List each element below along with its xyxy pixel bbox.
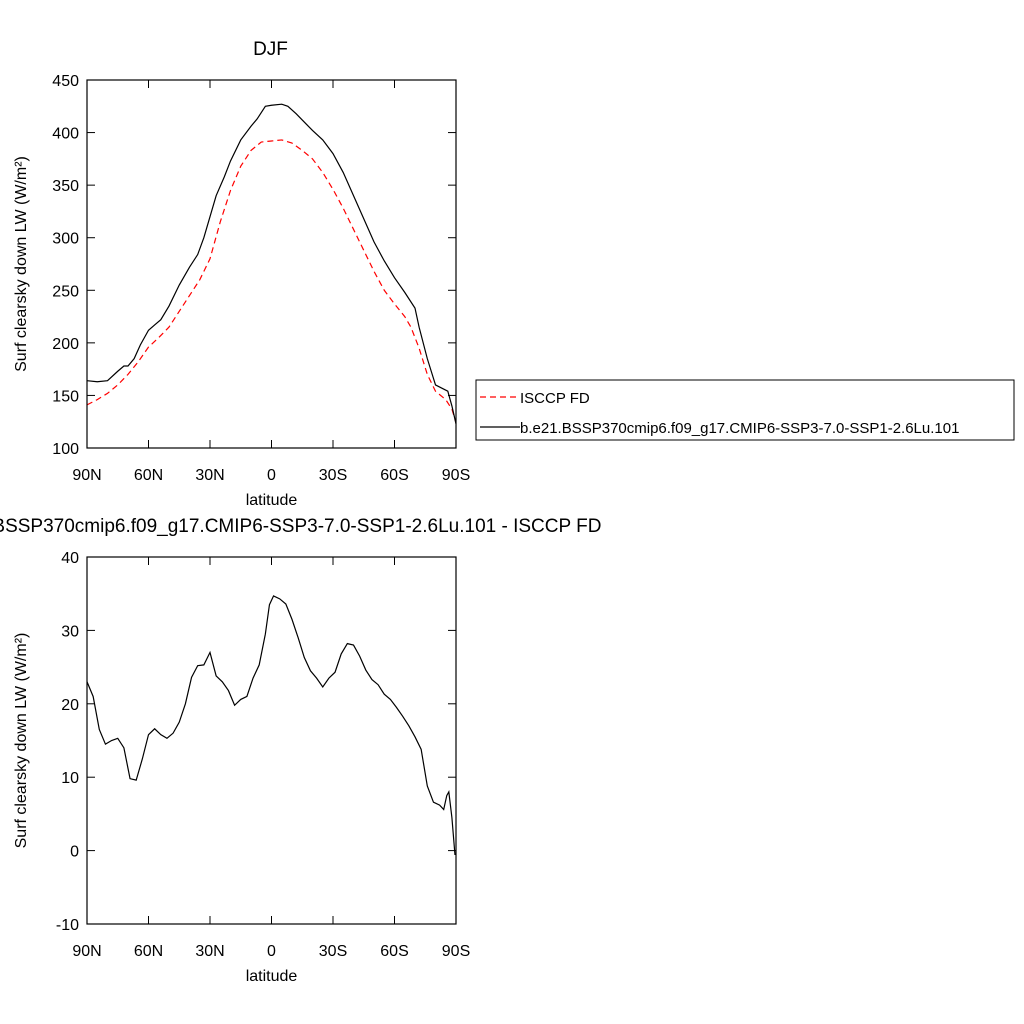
y-tick-label: 300 — [52, 231, 79, 248]
x-tick-label: 90N — [72, 467, 101, 484]
x-tick-label: 90N — [72, 943, 101, 960]
y-tick-label: 150 — [52, 388, 79, 405]
plot-frame — [86, 556, 457, 925]
y-tick-label: -10 — [56, 917, 79, 934]
chart-title: b.e21.BSSP370cmip6.f09_g17.CMIP6-SSP3-7.… — [0, 516, 601, 537]
x-tick-label: 30N — [195, 467, 224, 484]
x-tick-label: 60N — [134, 943, 163, 960]
y-tick-label: 350 — [52, 178, 79, 195]
data-line — [86, 139, 457, 423]
y-tick-label: 250 — [52, 283, 79, 300]
plot-frame — [86, 79, 457, 449]
x-tick-label: 0 — [267, 943, 276, 960]
data-line — [86, 595, 456, 856]
x-tick-label: 30S — [319, 467, 347, 484]
y-tick-label: 40 — [61, 550, 79, 567]
x-tick-label: 60S — [380, 943, 408, 960]
y-tick-label: 0 — [70, 844, 79, 861]
legend-label: ISCCP FD — [520, 390, 590, 407]
x-tick-label: 60N — [134, 467, 163, 484]
chart-title: DJF — [253, 39, 288, 60]
y-tick-label: 200 — [52, 336, 79, 353]
y-tick-label: 400 — [52, 126, 79, 143]
y-axis-label: Surf clearsky down LW (W/m²) — [13, 156, 30, 372]
x-axis-label: latitude — [246, 492, 298, 509]
x-axis-label: latitude — [246, 968, 298, 985]
y-tick-label: 20 — [61, 697, 79, 714]
x-tick-label: 30S — [319, 943, 347, 960]
y-tick-label: 30 — [61, 623, 79, 640]
legend-box — [475, 379, 1015, 441]
x-tick-label: 90S — [442, 467, 470, 484]
data-line — [86, 103, 457, 424]
y-tick-label: 450 — [52, 73, 79, 90]
y-tick-label: 10 — [61, 770, 79, 787]
x-tick-label: 90S — [442, 943, 470, 960]
x-tick-label: 60S — [380, 467, 408, 484]
y-axis-label: Surf clearsky down LW (W/m²) — [13, 633, 30, 849]
legend-label: b.e21.BSSP370cmip6.f09_g17.CMIP6-SSP3-7.… — [520, 420, 959, 437]
y-tick-label: 100 — [52, 441, 79, 458]
x-tick-label: 30N — [195, 943, 224, 960]
x-tick-label: 0 — [267, 467, 276, 484]
